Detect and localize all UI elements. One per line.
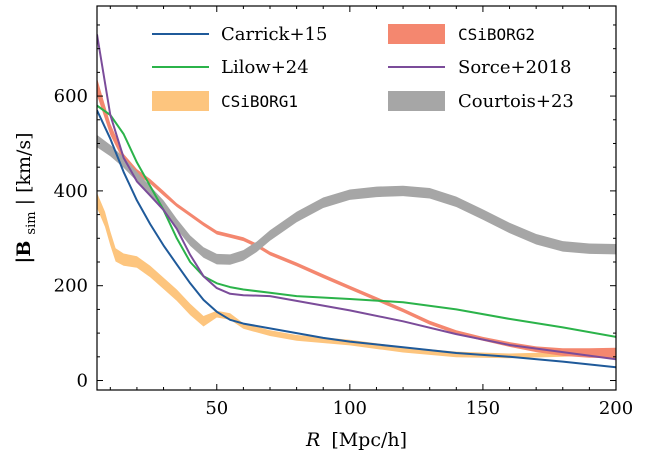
- x-tick-label: 200: [599, 398, 633, 419]
- y-tick-label: 0: [77, 371, 88, 392]
- series-line-sorce-2018: [97, 34, 616, 361]
- legend: Carrick+15 CSiBORG2 Lilow+24 Sorce+2018 CSiB…: [152, 24, 574, 112]
- y-axis-label: |B sim | [km/s]: [13, 132, 40, 263]
- y-tick-label: 200: [54, 276, 88, 297]
- legend-entry-csiborg2: CSiBORG2: [388, 24, 535, 44]
- x-tick-label: 50: [205, 398, 228, 419]
- x-tick-label: 100: [333, 398, 367, 419]
- legend-entry-carrick-15: Carrick+15: [152, 24, 327, 45]
- y-tick-label: 400: [54, 181, 88, 202]
- plot-frame: [96, 5, 617, 391]
- legend-entry-lilow-24: Lilow+24: [152, 57, 309, 78]
- series-line-carrick-15: [97, 109, 616, 369]
- legend-label: CSiBORG2: [458, 25, 535, 44]
- y-axis-label-sub: sim: [24, 211, 39, 234]
- legend-swatch: [388, 24, 445, 44]
- y-axis-label-unit: | [km/s]: [13, 132, 35, 205]
- legend-entry-sorce-2018: Sorce+2018: [388, 57, 571, 78]
- x-axis-label-main: R: [305, 429, 320, 451]
- legend-entry-csiborg1: CSiBORG1: [152, 91, 298, 111]
- legend-label: Sorce+2018: [458, 57, 571, 78]
- y-axis-label-main: |B: [13, 241, 35, 264]
- legend-label: Lilow+24: [221, 57, 309, 78]
- x-axis-label: R [Mpc/h]: [305, 429, 407, 451]
- x-axis-label-unit: [Mpc/h]: [331, 429, 407, 451]
- lines-layer: [97, 34, 616, 369]
- ticks-layer: 50 100 150 200 0 200 400 600: [54, 6, 633, 419]
- series-band-courtois-23: [97, 134, 616, 265]
- series-line-lilow-24: [97, 104, 616, 338]
- x-tick-label: 150: [466, 398, 500, 419]
- legend-label: CSiBORG1: [221, 92, 298, 111]
- legend-label: Carrick+15: [221, 24, 327, 45]
- legend-swatch: [152, 91, 209, 111]
- legend-entry-courtois-23: Courtois+23: [388, 91, 574, 112]
- y-tick-label: 600: [54, 86, 88, 107]
- bands-layer: [97, 78, 616, 359]
- legend-label: Courtois+23: [458, 91, 574, 112]
- legend-swatch: [388, 91, 445, 111]
